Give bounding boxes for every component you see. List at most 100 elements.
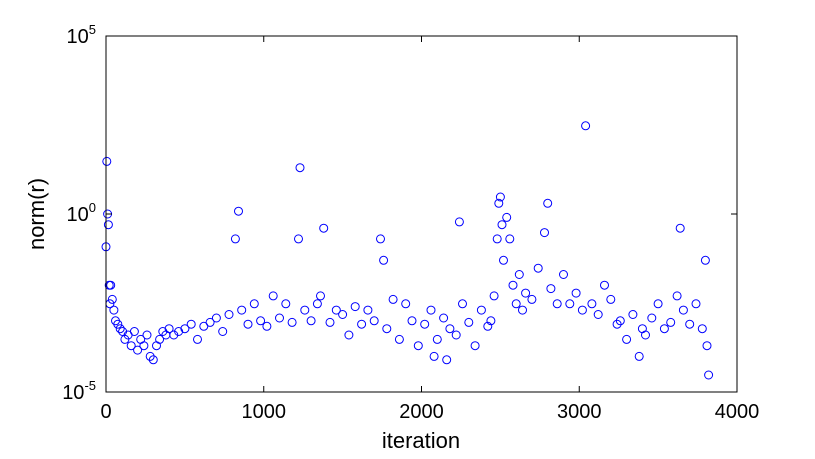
- data-point: [533, 263, 543, 273]
- data-point: [218, 327, 228, 336]
- data-point: [102, 156, 112, 166]
- data-point: [145, 351, 155, 361]
- data-point: [379, 255, 389, 265]
- data-point: [106, 280, 116, 290]
- data-point: [382, 324, 392, 334]
- data-point: [697, 324, 707, 334]
- data-point: [394, 334, 404, 344]
- data-point: [109, 305, 119, 315]
- data-point: [666, 317, 676, 327]
- data-point: [306, 316, 316, 326]
- data-point: [287, 317, 297, 327]
- data-point: [691, 299, 701, 309]
- x-tick-label: 3000: [557, 401, 602, 423]
- data-point: [445, 324, 455, 334]
- data-point: [634, 351, 644, 361]
- data-point: [565, 299, 575, 309]
- data-point: [407, 316, 417, 326]
- data-point: [628, 310, 638, 319]
- data-point: [350, 302, 360, 312]
- data-point: [678, 305, 688, 315]
- data-point: [432, 334, 442, 344]
- data-point: [581, 121, 591, 131]
- data-point: [357, 319, 367, 329]
- data-point: [653, 299, 663, 309]
- data-point: [464, 317, 474, 327]
- data-point: [155, 334, 165, 344]
- y-tick-label: 100: [67, 200, 96, 226]
- data-point: [659, 324, 669, 334]
- data-point: [486, 316, 496, 326]
- data-point: [615, 316, 625, 326]
- data-point: [344, 330, 354, 340]
- data-point: [262, 321, 272, 331]
- data-point: [675, 223, 685, 233]
- data-point: [518, 305, 527, 315]
- data-point: [521, 288, 531, 298]
- data-point: [587, 299, 597, 309]
- data-point: [401, 299, 411, 309]
- data-point: [702, 341, 712, 351]
- data-point: [300, 305, 310, 315]
- data-point: [420, 319, 430, 329]
- data-point: [211, 313, 221, 323]
- data-point: [495, 192, 505, 202]
- data-point: [514, 270, 524, 279]
- data-point: [451, 330, 461, 340]
- data-point: [429, 351, 439, 361]
- data-point: [439, 313, 449, 323]
- data-point: [338, 310, 348, 319]
- data-point: [476, 305, 486, 315]
- data-point: [376, 234, 385, 244]
- data-point: [205, 317, 215, 327]
- data-point: [505, 234, 515, 244]
- data-point: [543, 198, 553, 208]
- y-tick-label: 10-5: [62, 378, 96, 404]
- y-tick-label: 105: [67, 22, 96, 48]
- data-point: [294, 234, 303, 244]
- data-point: [527, 294, 537, 304]
- data-point: [113, 319, 123, 329]
- data-point: [499, 255, 508, 265]
- data-point: [129, 327, 139, 336]
- data-point: [199, 321, 209, 331]
- data-point: [363, 305, 373, 315]
- data-point: [281, 299, 291, 309]
- data-point: [704, 370, 714, 380]
- data-point: [186, 319, 196, 329]
- data-point: [331, 305, 341, 315]
- data-point: [612, 319, 622, 329]
- data-point: [126, 341, 136, 351]
- data-point: [593, 310, 603, 319]
- data-point: [622, 334, 632, 344]
- x-tick-label: 2000: [399, 401, 444, 423]
- data-point: [139, 341, 149, 351]
- data-point: [180, 324, 190, 334]
- data-point: [325, 317, 335, 327]
- data-point: [275, 313, 284, 323]
- data-point: [571, 288, 581, 298]
- x-tick-label: 4000: [715, 401, 760, 423]
- data-point: [224, 310, 234, 319]
- data-point: [508, 280, 518, 290]
- data-point: [164, 324, 174, 334]
- data-point: [237, 305, 247, 315]
- data-point: [685, 319, 695, 329]
- y-axis-ticks: 10-5 100 105: [62, 22, 737, 404]
- data-point: [497, 220, 507, 230]
- data-point: [174, 327, 184, 336]
- x-axis-label: iteration: [382, 428, 460, 453]
- data-point: [256, 316, 266, 326]
- data-point: [312, 299, 322, 309]
- data-point: [388, 294, 398, 304]
- data-point: [369, 316, 379, 326]
- data-point: [454, 217, 464, 227]
- data-point: [103, 220, 113, 230]
- data-point: [193, 334, 202, 344]
- data-point: [107, 294, 117, 304]
- data-point: [148, 355, 158, 365]
- x-tick-label: 0: [100, 401, 111, 423]
- data-point: [559, 270, 568, 279]
- data-point: [489, 291, 499, 301]
